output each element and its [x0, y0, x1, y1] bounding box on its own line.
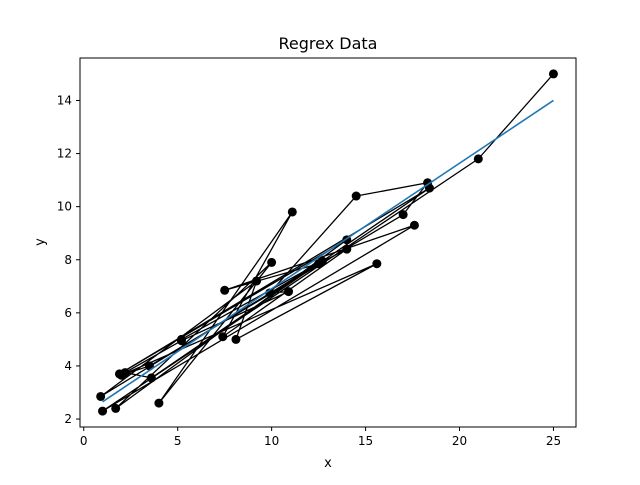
data-point [220, 285, 230, 295]
y-axis-label: y [33, 238, 48, 246]
data-point [284, 287, 294, 297]
x-tick-label: 10 [264, 434, 279, 448]
data-point [351, 191, 361, 201]
y-axis-ticks: 2 4 6 8 10 12 14 [57, 93, 80, 426]
x-tick-label: 20 [452, 434, 467, 448]
series-layer [96, 69, 558, 416]
data-point [146, 373, 156, 383]
data-point [96, 391, 106, 401]
data-point [409, 220, 419, 230]
x-tick-label: 25 [546, 434, 561, 448]
data-point [398, 210, 408, 220]
data-point [116, 370, 126, 380]
y-tick-label: 10 [57, 200, 72, 214]
x-tick-label: 0 [80, 434, 88, 448]
data-point [548, 69, 558, 79]
data-point [176, 334, 186, 344]
y-tick-label: 2 [64, 412, 72, 426]
x-axis-label: x [324, 456, 332, 471]
y-tick-label: 6 [64, 306, 72, 320]
data-connecting-line [100, 73, 554, 412]
x-axis-ticks: 0 5 10 15 20 25 [80, 427, 561, 448]
x-tick-label: 15 [358, 434, 373, 448]
y-tick-label: 14 [57, 93, 72, 107]
data-point [287, 207, 297, 217]
data-point [98, 406, 108, 416]
data-point [423, 178, 433, 188]
x-tick-label: 5 [174, 434, 182, 448]
chart-title: Regrex Data [279, 34, 378, 53]
data-point [111, 403, 121, 413]
data-point [154, 398, 164, 408]
regression-fit-line [102, 99, 554, 403]
data-point [473, 154, 483, 164]
y-tick-label: 12 [57, 147, 72, 161]
data-point [218, 332, 228, 342]
data-point [267, 257, 277, 267]
data-point [231, 334, 241, 344]
data-point [317, 256, 327, 266]
y-tick-label: 4 [64, 359, 72, 373]
axes-frame [79, 57, 577, 428]
y-tick-label: 8 [64, 253, 72, 267]
data-point [372, 259, 382, 269]
data-point [252, 276, 262, 286]
data-point [342, 244, 352, 254]
